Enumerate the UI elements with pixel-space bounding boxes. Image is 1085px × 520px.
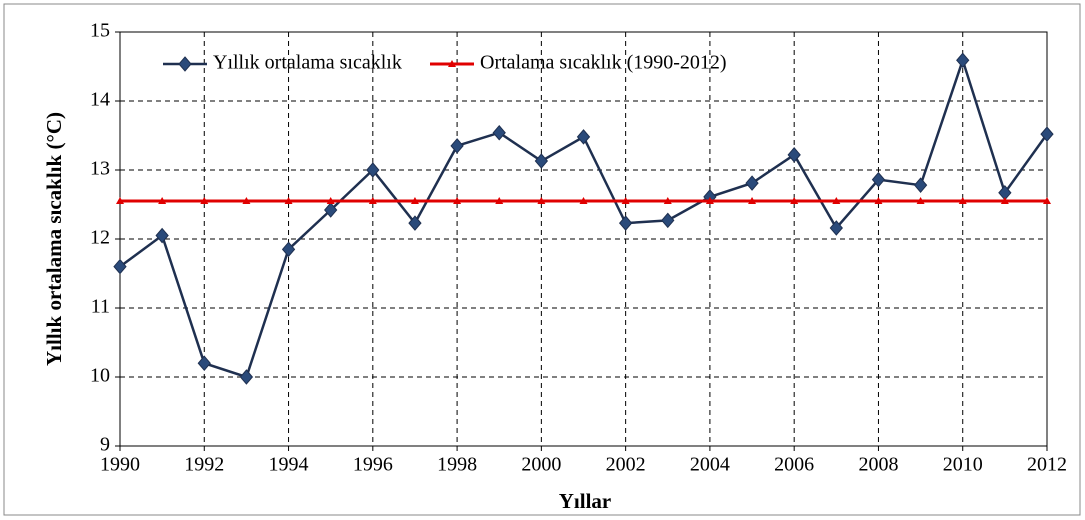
- marker: [1000, 197, 1009, 205]
- marker: [579, 197, 588, 205]
- marker: [534, 153, 549, 169]
- y-tick-label: 10: [90, 365, 110, 387]
- x-tick-label: 1990: [100, 454, 140, 476]
- y-tick-label: 11: [91, 296, 110, 318]
- series-line: [119, 56, 1049, 379]
- marker: [113, 258, 127, 275]
- marker: [1043, 197, 1051, 205]
- marker: [155, 227, 169, 244]
- marker: [621, 197, 630, 205]
- x-tick-label: 2012: [1027, 454, 1067, 476]
- y-tick-label: 13: [90, 158, 110, 180]
- marker: [1040, 126, 1054, 142]
- marker: [787, 147, 801, 163]
- marker: [958, 197, 967, 205]
- marker: [242, 197, 251, 205]
- marker: [748, 197, 757, 205]
- marker: [537, 197, 546, 205]
- marker: [197, 355, 211, 371]
- marker: [200, 197, 209, 205]
- marker: [576, 129, 591, 145]
- marker: [450, 138, 464, 154]
- x-tick-label: 1996: [353, 454, 393, 476]
- marker: [492, 124, 506, 141]
- y-tick-label: 9: [100, 434, 110, 456]
- legend-marker: [178, 56, 192, 72]
- legend-marker: [448, 60, 456, 67]
- x-tick-label: 2006: [774, 454, 814, 476]
- marker: [705, 197, 714, 205]
- marker: [790, 197, 799, 205]
- y-tick-label: 14: [90, 89, 110, 111]
- marker: [324, 202, 338, 218]
- marker: [956, 52, 970, 69]
- marker: [745, 175, 759, 191]
- marker: [663, 197, 672, 205]
- x-tick-label: 2004: [690, 454, 730, 476]
- x-axis-label: Yıllar: [559, 489, 612, 513]
- marker: [495, 197, 504, 205]
- y-tick-label: 12: [90, 227, 110, 249]
- marker: [832, 197, 841, 205]
- marker: [408, 215, 422, 231]
- legend-label: Ortalama sıcaklık (1990-2012): [480, 52, 727, 74]
- legend-label: Yıllık ortalama sıcaklık: [213, 52, 402, 74]
- marker: [281, 241, 296, 258]
- marker: [239, 369, 254, 385]
- marker: [326, 197, 335, 205]
- x-tick-label: 2000: [521, 454, 561, 476]
- x-tick-label: 1994: [269, 454, 309, 476]
- marker: [916, 197, 925, 205]
- x-tick-label: 1998: [437, 454, 477, 476]
- marker: [284, 197, 293, 205]
- marker: [829, 220, 843, 236]
- y-tick-label: 15: [90, 20, 110, 42]
- marker: [618, 215, 633, 231]
- x-tick-label: 1992: [184, 454, 224, 476]
- marker: [368, 197, 377, 205]
- marker: [158, 197, 167, 205]
- marker: [913, 177, 928, 193]
- marker: [661, 212, 675, 229]
- marker: [366, 162, 380, 178]
- x-tick-label: 2002: [606, 454, 646, 476]
- marker: [874, 197, 883, 205]
- marker: [410, 197, 419, 205]
- x-tick-label: 2008: [858, 454, 898, 476]
- marker: [871, 171, 886, 188]
- frame: [3, 3, 1081, 516]
- y-axis-label: Yıllık ortalama sıcaklık (°C): [42, 112, 66, 366]
- marker: [116, 197, 124, 205]
- marker: [453, 197, 462, 205]
- x-tick-label: 2010: [943, 454, 983, 476]
